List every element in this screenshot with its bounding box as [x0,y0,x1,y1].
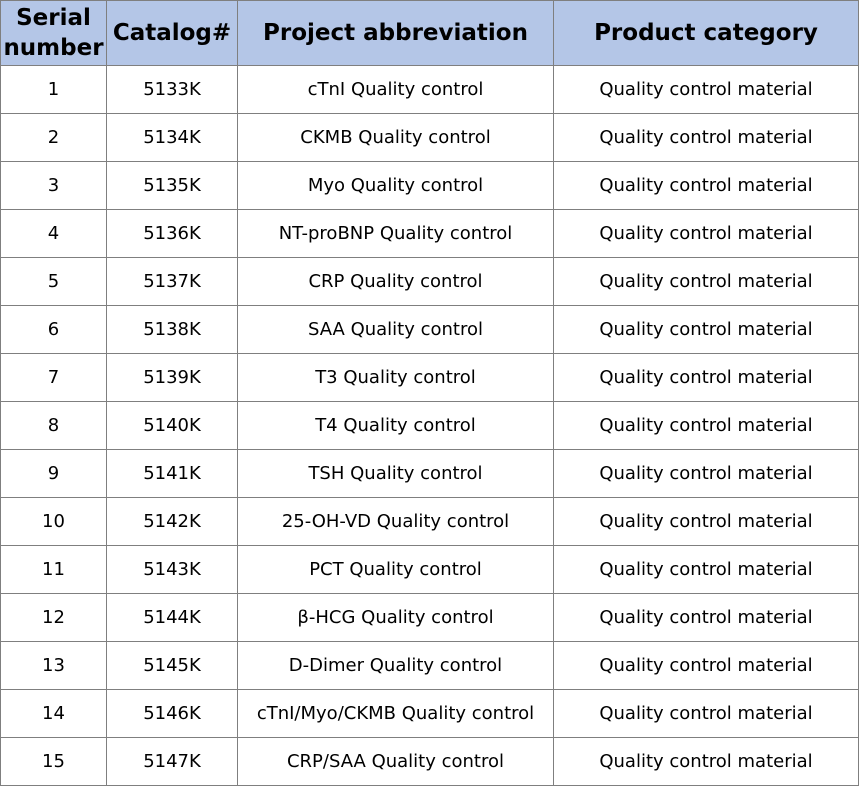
cell-catalog: 5144K [106,593,238,642]
cell-project-abbreviation: T3 Quality control [237,353,554,402]
cell-product-category: Quality control material [553,353,859,402]
table-row: 9 5141K TSH Quality control Quality control… [0,449,859,498]
cell-serial-number: 4 [0,209,107,258]
table-row: 13 5145K D-Dimer Quality control Quality co… [0,641,859,690]
cell-serial-number: 1 [0,65,107,114]
cell-serial-number: 6 [0,305,107,354]
cell-serial-number: 14 [0,689,107,738]
table-row: 2 5134K CKMB Quality control Quality contro… [0,113,859,162]
cell-product-category: Quality control material [553,113,859,162]
cell-product-category: Quality control material [553,161,859,210]
cell-serial-number: 9 [0,449,107,498]
cell-project-abbreviation: 25-OH-VD Quality control [237,497,554,546]
cell-catalog: 5145K [106,641,238,690]
cell-project-abbreviation: TSH Quality control [237,449,554,498]
cell-product-category: Quality control material [553,737,859,786]
cell-catalog: 5146K [106,689,238,738]
cell-catalog: 5143K [106,545,238,594]
cell-project-abbreviation: D-Dimer Quality control [237,641,554,690]
cell-project-abbreviation: SAA Quality control [237,305,554,354]
cell-catalog: 5136K [106,209,238,258]
table-header: Serial number Catalog# Project abbreviat… [0,0,859,66]
table-row: 12 5144K β-HCG Quality control Quality cont… [0,593,859,642]
cell-catalog: 5142K [106,497,238,546]
cell-serial-number: 15 [0,737,107,786]
table-row: 1 5133K cTnI Quality control Quality contro… [0,65,859,114]
cell-project-abbreviation: T4 Quality control [237,401,554,450]
cell-project-abbreviation: cTnI/Myo/CKMB Quality control [237,689,554,738]
cell-project-abbreviation: cTnI Quality control [237,65,554,114]
table-body: 1 5133K cTnI Quality control Quality contro… [0,65,859,786]
header-project-abbreviation: Project abbreviation [237,0,554,66]
cell-product-category: Quality control material [553,209,859,258]
cell-product-category: Quality control material [553,497,859,546]
table-row: 4 5136K NT-proBNP Quality control Quality c… [0,209,859,258]
cell-project-abbreviation: NT-proBNP Quality control [237,209,554,258]
cell-product-category: Quality control material [553,641,859,690]
cell-catalog: 5134K [106,113,238,162]
header-catalog: Catalog# [106,0,238,66]
cell-project-abbreviation: Myo Quality control [237,161,554,210]
cell-catalog: 5140K [106,401,238,450]
table-row: 11 5143K PCT Quality control Quality contro… [0,545,859,594]
cell-product-category: Quality control material [553,65,859,114]
cell-product-category: Quality control material [553,449,859,498]
cell-product-category: Quality control material [553,545,859,594]
header-serial-number: Serial number [0,0,107,66]
cell-project-abbreviation: CRP Quality control [237,257,554,306]
cell-serial-number: 10 [0,497,107,546]
table-row: 15 5147K CRP/SAA Quality control Quality co… [0,737,859,786]
header-product-category: Product category [553,0,859,66]
cell-product-category: Quality control material [553,689,859,738]
cell-product-category: Quality control material [553,401,859,450]
header-row: Serial number Catalog# Project abbreviat… [0,0,859,66]
table-row: 7 5139K T3 Quality control Quality control … [0,353,859,402]
cell-serial-number: 5 [0,257,107,306]
cell-serial-number: 7 [0,353,107,402]
table-row: 6 5138K SAA Quality control Quality control… [0,305,859,354]
cell-serial-number: 13 [0,641,107,690]
cell-serial-number: 12 [0,593,107,642]
table-row: 8 5140K T4 Quality control Quality control … [0,401,859,450]
table-row: 14 5146K cTnI/Myo/CKMB Quality control Qual… [0,689,859,738]
cell-product-category: Quality control material [553,257,859,306]
cell-catalog: 5137K [106,257,238,306]
table-row: 3 5135K Myo Quality control Quality control… [0,161,859,210]
cell-product-category: Quality control material [553,593,859,642]
cell-serial-number: 8 [0,401,107,450]
cell-serial-number: 11 [0,545,107,594]
cell-serial-number: 2 [0,113,107,162]
cell-project-abbreviation: β-HCG Quality control [237,593,554,642]
cell-serial-number: 3 [0,161,107,210]
cell-catalog: 5139K [106,353,238,402]
cell-project-abbreviation: CRP/SAA Quality control [237,737,554,786]
cell-catalog: 5141K [106,449,238,498]
cell-catalog: 5135K [106,161,238,210]
cell-catalog: 5147K [106,737,238,786]
cell-project-abbreviation: PCT Quality control [237,545,554,594]
table-row: 5 5137K CRP Quality control Quality control… [0,257,859,306]
cell-catalog: 5133K [106,65,238,114]
table-row: 10 5142K 25-OH-VD Quality control Quality c… [0,497,859,546]
cell-product-category: Quality control material [553,305,859,354]
cell-catalog: 5138K [106,305,238,354]
cell-project-abbreviation: CKMB Quality control [237,113,554,162]
